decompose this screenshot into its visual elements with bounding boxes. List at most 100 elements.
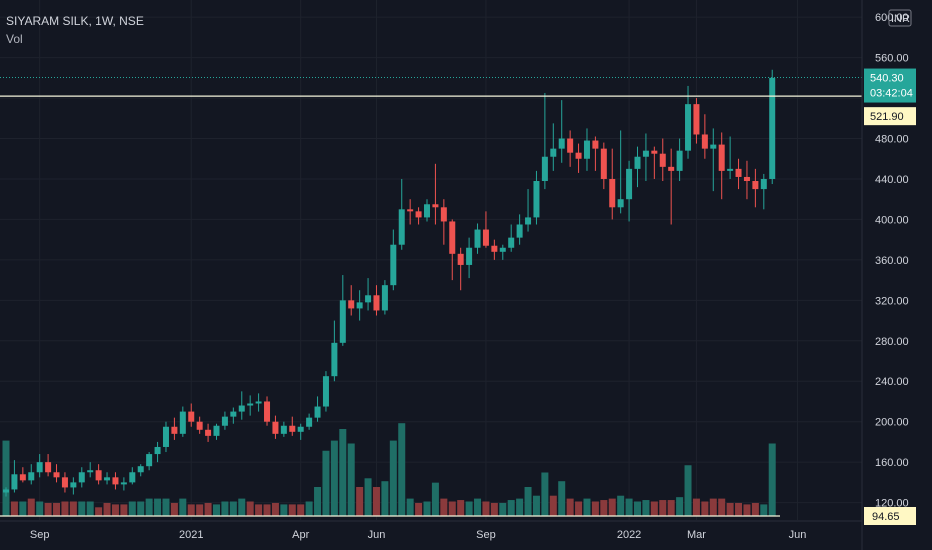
volume-bar <box>650 501 658 516</box>
volume-bar <box>339 429 347 516</box>
volume-bar <box>19 501 27 516</box>
candle-body <box>179 411 186 434</box>
volume-bar <box>549 495 557 516</box>
candle-body <box>120 482 127 485</box>
volume-bar <box>457 500 465 516</box>
candle-body <box>356 302 363 309</box>
candle-body <box>743 176 750 182</box>
volume-bar <box>692 498 700 516</box>
volume-bar <box>726 502 734 516</box>
price-axis[interactable]: 600.00560.00520.00480.00440.00400.00360.… <box>861 0 912 550</box>
candle-body <box>348 300 355 309</box>
candle-body <box>710 144 717 149</box>
candle-body <box>314 406 321 418</box>
candle-body <box>735 168 742 177</box>
candle-body <box>322 376 329 407</box>
symbol-title[interactable]: SIYARAM SILK, 1W, NSE <box>6 14 144 28</box>
candle-body <box>609 178 616 208</box>
volume-bar <box>743 504 751 516</box>
volume-line-label: 94.65 <box>872 511 900 523</box>
volume-bar <box>255 504 263 516</box>
volume-bar <box>27 498 35 516</box>
volume-bar <box>583 498 591 516</box>
volume-bar <box>356 487 364 516</box>
volume-bar <box>69 501 77 516</box>
candle-body <box>718 144 725 171</box>
candle-body <box>137 466 144 473</box>
volume-bar <box>625 498 633 516</box>
candle-body <box>272 421 279 434</box>
candle-body <box>693 104 700 135</box>
volume-bar <box>735 502 743 516</box>
candle-body <box>205 429 212 436</box>
price-tick-label: 320.00 <box>875 295 909 307</box>
volume-bar <box>751 502 759 516</box>
candle-body <box>432 204 439 208</box>
price-lines <box>0 77 862 517</box>
volume-bar <box>330 440 338 516</box>
volume-bar <box>507 500 515 516</box>
price-badges: 540.30 03:42:04 521.90 94.65 <box>864 68 916 525</box>
volume-bar <box>221 501 229 516</box>
time-tick-label: 2022 <box>617 529 641 541</box>
candle-body <box>440 207 447 222</box>
volume-bar <box>204 502 212 516</box>
volume-bar <box>608 498 616 516</box>
candle-body <box>457 253 464 265</box>
volume-bar <box>431 482 439 516</box>
volume-bar <box>389 440 397 516</box>
volume-bar <box>566 498 574 516</box>
volume-bar <box>229 501 237 516</box>
candle-body <box>95 470 102 481</box>
candle-body <box>516 224 523 238</box>
volume-bar <box>170 502 178 516</box>
candle-body <box>525 217 532 225</box>
volume-indicator-label[interactable]: Vol <box>6 32 23 46</box>
volume-bar <box>676 497 684 516</box>
grid-lines <box>0 0 862 520</box>
volume-bar <box>634 501 641 516</box>
volume-bar <box>768 443 776 516</box>
chart-legend[interactable]: SIYARAM SILK, 1W, NSE Vol <box>6 12 144 48</box>
volume-line-badge <box>864 507 916 525</box>
candle-body <box>45 462 52 473</box>
time-axis[interactable]: Sep 2021 Apr Jun Sep 2022 Mar Jun <box>0 520 862 541</box>
candle-body <box>550 148 557 157</box>
candle-body <box>626 168 633 200</box>
price-tick-label: 400.00 <box>875 214 909 226</box>
time-tick-label: Jun <box>789 529 807 541</box>
candle-body <box>171 426 178 434</box>
candle-body <box>449 221 456 254</box>
candle-body <box>196 421 203 430</box>
candle-body <box>769 77 776 179</box>
candle-body <box>289 425 296 432</box>
volume-bar <box>103 502 111 516</box>
candle-body <box>583 140 590 159</box>
candle-body <box>61 477 68 488</box>
time-tick-label: Apr <box>292 529 309 541</box>
candlesticks <box>3 69 776 497</box>
price-tick-label: 120.00 <box>875 498 909 510</box>
candle-body <box>230 411 237 417</box>
volume-bar <box>482 501 490 516</box>
candle-body <box>651 150 658 154</box>
volume-bar <box>305 501 313 516</box>
candle-body <box>474 229 481 248</box>
candle-body <box>162 426 169 447</box>
candle-body <box>373 295 380 311</box>
volume-bar <box>238 498 246 516</box>
volume-bar <box>347 443 355 516</box>
volume-bar <box>558 481 566 516</box>
candle-body <box>87 470 94 473</box>
volume-bar <box>465 501 473 516</box>
volume-bar <box>541 472 549 516</box>
candle-body <box>3 489 9 493</box>
candle-body <box>70 482 77 488</box>
volume-bar <box>196 504 204 516</box>
volume-bar <box>364 478 372 516</box>
candle-body <box>760 178 767 190</box>
volume-bar <box>667 500 675 516</box>
volume-bar <box>162 498 170 516</box>
candle-body <box>575 152 582 159</box>
